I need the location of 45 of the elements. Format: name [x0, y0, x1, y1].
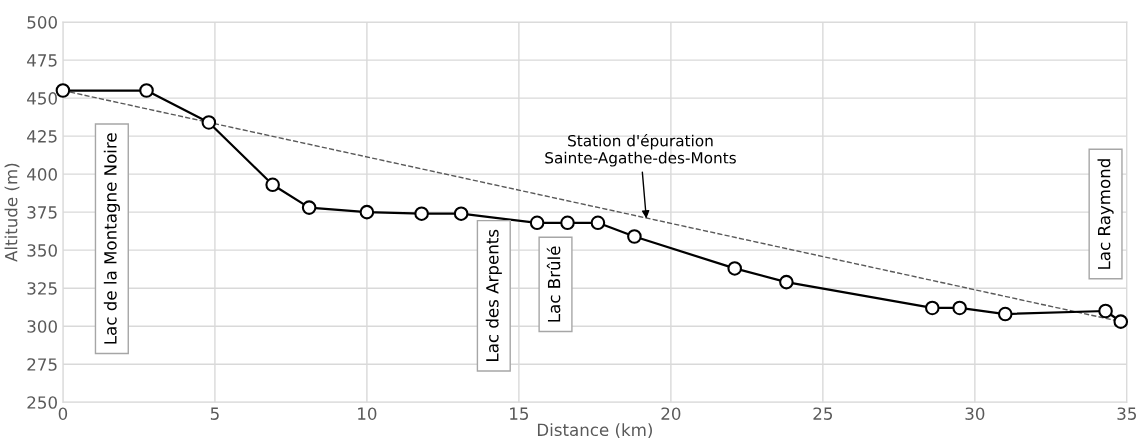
annotation: Lac Raymond [1097, 159, 1114, 269]
x-tick-label: 30 [965, 407, 985, 420]
point [301, 200, 317, 215]
y-tick-label: 250 [27, 396, 57, 409]
point [414, 206, 429, 221]
annotation: Lac des Arpents [485, 229, 502, 361]
annotation: Lac de la Montagne Noire [103, 133, 120, 344]
y-tick-label: 500 [27, 16, 57, 29]
point [453, 206, 469, 221]
annotation: Station d'épuration Sainte-Agathe-des-Monts [545, 134, 736, 167]
y-tick-label: 450 [27, 92, 57, 105]
point [55, 83, 71, 98]
annotation: Lac Brûlé [546, 246, 561, 322]
point [201, 115, 217, 130]
point [590, 215, 606, 231]
y-tick-label: 300 [27, 320, 57, 333]
point [627, 229, 642, 244]
x-axis-title: Distance (km) [537, 423, 652, 439]
point [359, 204, 375, 220]
point [997, 306, 1013, 322]
point [925, 300, 940, 316]
point [727, 261, 742, 276]
y-tick-label: 475 [27, 54, 57, 67]
y-tick-label: 400 [27, 168, 57, 181]
point [139, 83, 154, 98]
point [952, 300, 967, 316]
y-tick-label: 375 [27, 206, 57, 219]
x-tick-label: 35 [1117, 407, 1136, 420]
point [1113, 314, 1129, 329]
y-tick-label: 425 [27, 130, 57, 143]
x-tick-label: 0 [58, 407, 68, 420]
point [529, 215, 545, 231]
y-tick-label: 350 [27, 244, 57, 257]
x-tick-label: 15 [510, 407, 529, 420]
y-tick-label: 325 [27, 282, 57, 295]
y-axis-title: Altitude (m) [4, 163, 20, 262]
x-tick-label: 10 [358, 407, 377, 420]
x-tick-label: 20 [661, 407, 681, 420]
point [265, 177, 280, 193]
x-tick-label: 25 [813, 407, 833, 420]
y-tick-label: 275 [27, 358, 57, 371]
point [1098, 303, 1113, 319]
point [779, 274, 794, 290]
x-tick-label: 5 [210, 407, 219, 420]
point [560, 215, 575, 231]
